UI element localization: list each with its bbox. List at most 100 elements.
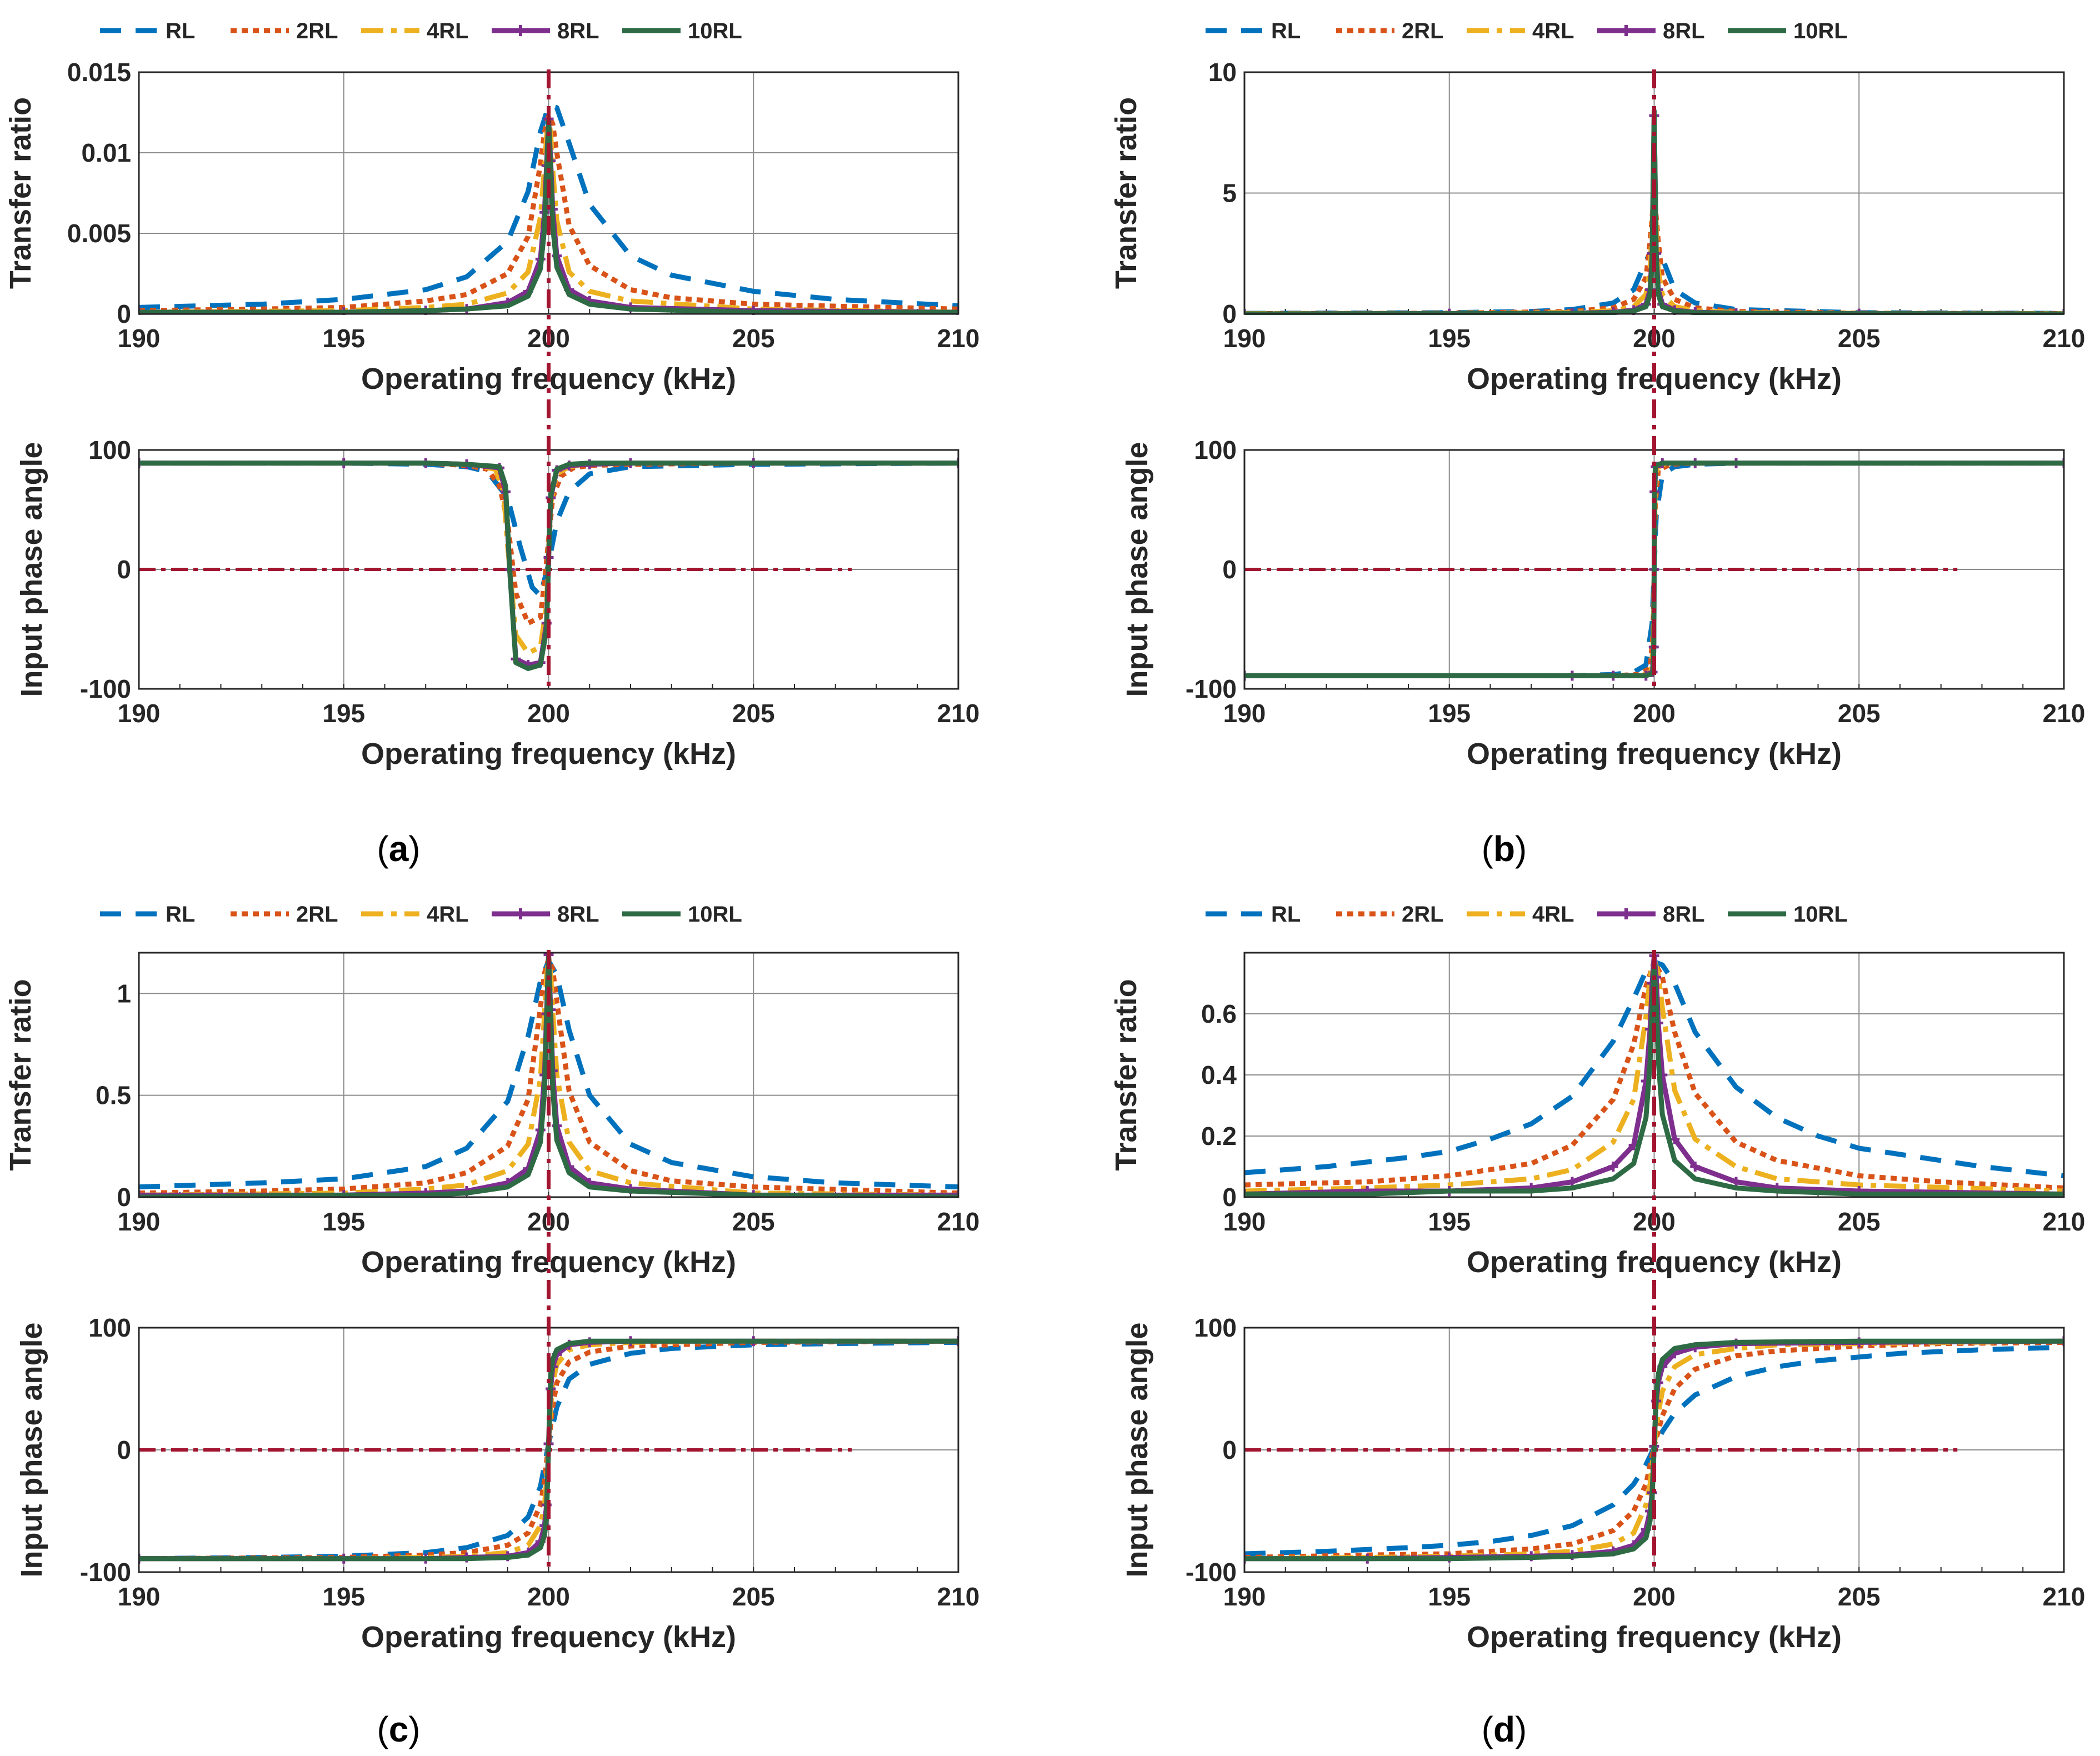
subplot-c-phase: 190 195 200 205 210 -100 0 100 Operating frequen… <box>15 1313 979 1654</box>
legend-label-RL: RL <box>166 902 195 927</box>
y-axis-label: Transfer ratio <box>4 97 37 289</box>
panel-label-letter: a <box>389 829 409 869</box>
y-tick-label: 100 <box>88 436 131 464</box>
legend-label-10RL: 10RL <box>688 902 742 927</box>
y-tick-label: 0.4 <box>1201 1060 1237 1089</box>
series-line-10RL <box>139 461 958 671</box>
legend: RL 2RL 4RL 8RL 10RL <box>1206 902 1848 927</box>
legend-label-10RL: 10RL <box>1793 19 1848 43</box>
panel-label-close: ) <box>1515 1709 1527 1749</box>
x-tick-label: 200 <box>1633 1582 1676 1611</box>
panel-label-open: ( <box>1482 1709 1493 1749</box>
y-tick-label: 0.2 <box>1201 1122 1237 1150</box>
y-tick-label: 0 <box>1222 555 1237 584</box>
x-axis-label: Operating frequency (kHz) <box>361 1620 736 1654</box>
legend-label-8RL: 8RL <box>1663 902 1705 927</box>
legend-label-8RL: 8RL <box>1663 19 1705 43</box>
y-axis-label: Transfer ratio <box>1109 97 1143 289</box>
series-line-10RL <box>1244 1338 2064 1562</box>
y-tick-label: -100 <box>80 1558 131 1587</box>
series-line-RL <box>139 103 958 310</box>
x-tick-label: 190 <box>1223 1582 1266 1611</box>
x-tick-label: 190 <box>1223 324 1266 353</box>
series-point-8RL <box>1690 1162 1701 1172</box>
y-axis-label: Input phase angle <box>1121 1322 1154 1577</box>
y-tick-label: 0 <box>117 555 131 584</box>
x-axis-label: Operating frequency (kHz) <box>361 737 736 771</box>
x-tick-label: 195 <box>322 1207 365 1236</box>
y-tick-label: 0 <box>1222 299 1237 328</box>
panel-label-close: ) <box>1515 829 1527 869</box>
y-tick-label: 0 <box>117 1435 131 1464</box>
subplot-d-phase: 190 195 200 205 210 -100 0 100 Operating frequen… <box>1121 1313 2085 1654</box>
legend-label-RL: RL <box>1271 19 1301 43</box>
series-group <box>139 458 958 671</box>
panel-label: (d) <box>1482 1709 1527 1749</box>
x-tick-label: 205 <box>732 1582 775 1611</box>
legend: RL 2RL 4RL 8RL 10RL <box>100 19 742 43</box>
legend: RL 2RL 4RL 8RL 10RL <box>1206 19 1848 43</box>
panel-label-close: ) <box>408 1709 420 1749</box>
x-tick-label: 205 <box>1838 1207 1881 1236</box>
y-tick-label: 0.5 <box>96 1081 131 1110</box>
legend-label-RL: RL <box>166 19 195 43</box>
x-tick-label: 190 <box>118 1582 161 1611</box>
x-tick-label: 205 <box>1838 324 1881 353</box>
panel-label-letter: c <box>389 1709 409 1749</box>
y-tick-label: 0.015 <box>67 58 131 87</box>
y-tick-label: 0 <box>1222 1435 1237 1464</box>
x-tick-label: 200 <box>527 699 570 728</box>
y-axis-label: Transfer ratio <box>4 979 37 1170</box>
x-tick-label: 195 <box>322 1582 365 1611</box>
legend-label-2RL: 2RL <box>296 19 338 43</box>
panel-label: (a) <box>377 829 420 869</box>
y-tick-label: 100 <box>88 1313 131 1342</box>
x-tick-label: 190 <box>118 699 161 728</box>
series-group <box>1244 458 2064 681</box>
legend-label-RL: RL <box>1271 902 1301 927</box>
x-tick-label: 210 <box>937 1582 980 1611</box>
x-axis-label: Operating frequency (kHz) <box>1467 737 1842 771</box>
x-tick-label: 195 <box>1428 699 1471 728</box>
x-tick-label: 195 <box>1428 1207 1471 1236</box>
panel-label-letter: b <box>1493 829 1515 869</box>
legend-label-10RL: 10RL <box>688 19 742 43</box>
subplot-a-phase: 190 195 200 205 210 -100 0 100 Operating frequen… <box>15 436 979 771</box>
panel-label-close: ) <box>408 829 420 869</box>
y-axis-label: Input phase angle <box>15 442 48 697</box>
legend-marker-8RL <box>515 25 526 36</box>
x-tick-label: 205 <box>732 699 775 728</box>
legend-label-2RL: 2RL <box>296 902 338 927</box>
y-tick-label: -100 <box>1186 674 1237 703</box>
legend: RL 2RL 4RL 8RL 10RL <box>100 902 742 927</box>
x-tick-label: 205 <box>1838 699 1881 728</box>
x-tick-label: 190 <box>1223 1207 1266 1236</box>
x-tick-label: 190 <box>118 1207 161 1236</box>
x-tick-label: 210 <box>2043 699 2086 728</box>
legend-label-4RL: 4RL <box>427 19 469 43</box>
x-tick-label: 210 <box>2043 324 2086 353</box>
y-axis-label: Input phase angle <box>1121 442 1154 697</box>
series-line-4RL <box>1244 956 2064 1194</box>
y-tick-label: 1 <box>117 979 131 1008</box>
panel-label-open: ( <box>377 1709 388 1749</box>
x-axis-label: Operating frequency (kHz) <box>1467 1620 1842 1654</box>
series-point-8RL <box>1567 1177 1577 1187</box>
series-line-RL <box>139 461 958 598</box>
y-tick-label: 0 <box>1222 1183 1237 1212</box>
y-tick-label: 100 <box>1194 436 1237 464</box>
series-point-8RL <box>1608 1162 1618 1172</box>
x-tick-label: 190 <box>118 324 161 353</box>
x-tick-label: 210 <box>937 324 980 353</box>
y-axis-label: Transfer ratio <box>1109 979 1143 1170</box>
legend-label-4RL: 4RL <box>1532 902 1574 927</box>
legend-label-4RL: 4RL <box>427 902 469 927</box>
x-tick-label: 195 <box>322 324 365 353</box>
x-tick-label: 200 <box>527 1582 570 1611</box>
x-tick-label: 210 <box>937 1207 980 1236</box>
x-tick-label: 195 <box>322 699 365 728</box>
legend-label-8RL: 8RL <box>557 902 599 927</box>
x-tick-label: 200 <box>1633 699 1676 728</box>
